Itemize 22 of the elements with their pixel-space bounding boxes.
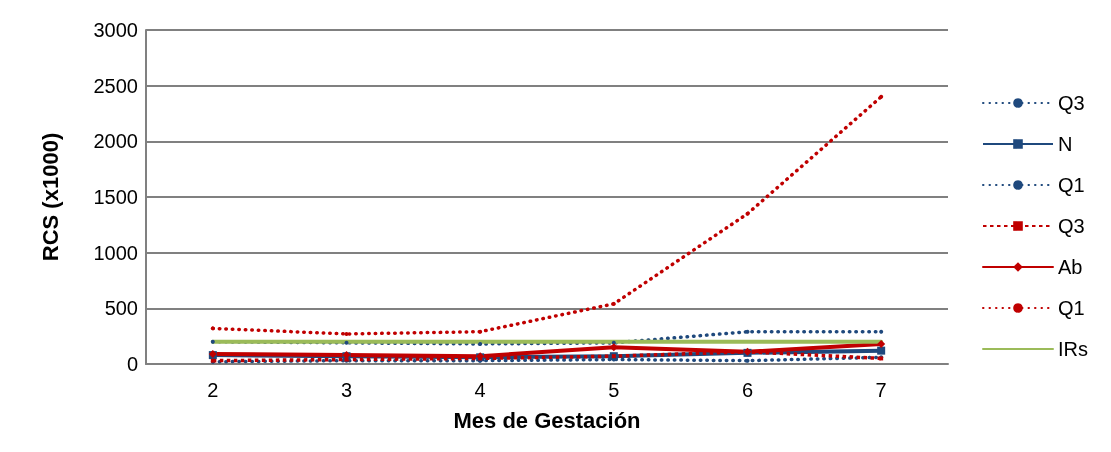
x-tick-label: 4 bbox=[474, 379, 486, 401]
legend-label: Ab bbox=[1058, 256, 1083, 278]
y-tick-label: 1000 bbox=[93, 241, 138, 264]
legend-label: Q3 bbox=[1058, 92, 1085, 114]
legend-label: N bbox=[1058, 133, 1073, 155]
legend-label: Q1 bbox=[1058, 174, 1085, 196]
x-tick-label: 6 bbox=[741, 379, 754, 401]
y-tick-label: 2000 bbox=[93, 130, 138, 153]
y-tick-label: 500 bbox=[104, 297, 138, 320]
x-tick-label: 2 bbox=[207, 379, 219, 401]
legend-label: IRs bbox=[1058, 338, 1088, 360]
x-tick-label: 3 bbox=[340, 379, 353, 401]
legend-label: Q1 bbox=[1058, 297, 1085, 319]
y-tick-label: 0 bbox=[126, 353, 138, 375]
y-tick-label: 1500 bbox=[93, 186, 138, 208]
y-tick-label: 3000 bbox=[93, 19, 138, 41]
y-tick-label: 2500 bbox=[93, 74, 138, 97]
x-tick-label: 7 bbox=[875, 379, 887, 401]
x-tick-label: 5 bbox=[608, 379, 620, 401]
x-axis-title: Mes de Gestación bbox=[453, 407, 641, 433]
legend-label: Q3 bbox=[1058, 215, 1085, 237]
y-axis-title: RCS (x1000) bbox=[37, 132, 63, 262]
